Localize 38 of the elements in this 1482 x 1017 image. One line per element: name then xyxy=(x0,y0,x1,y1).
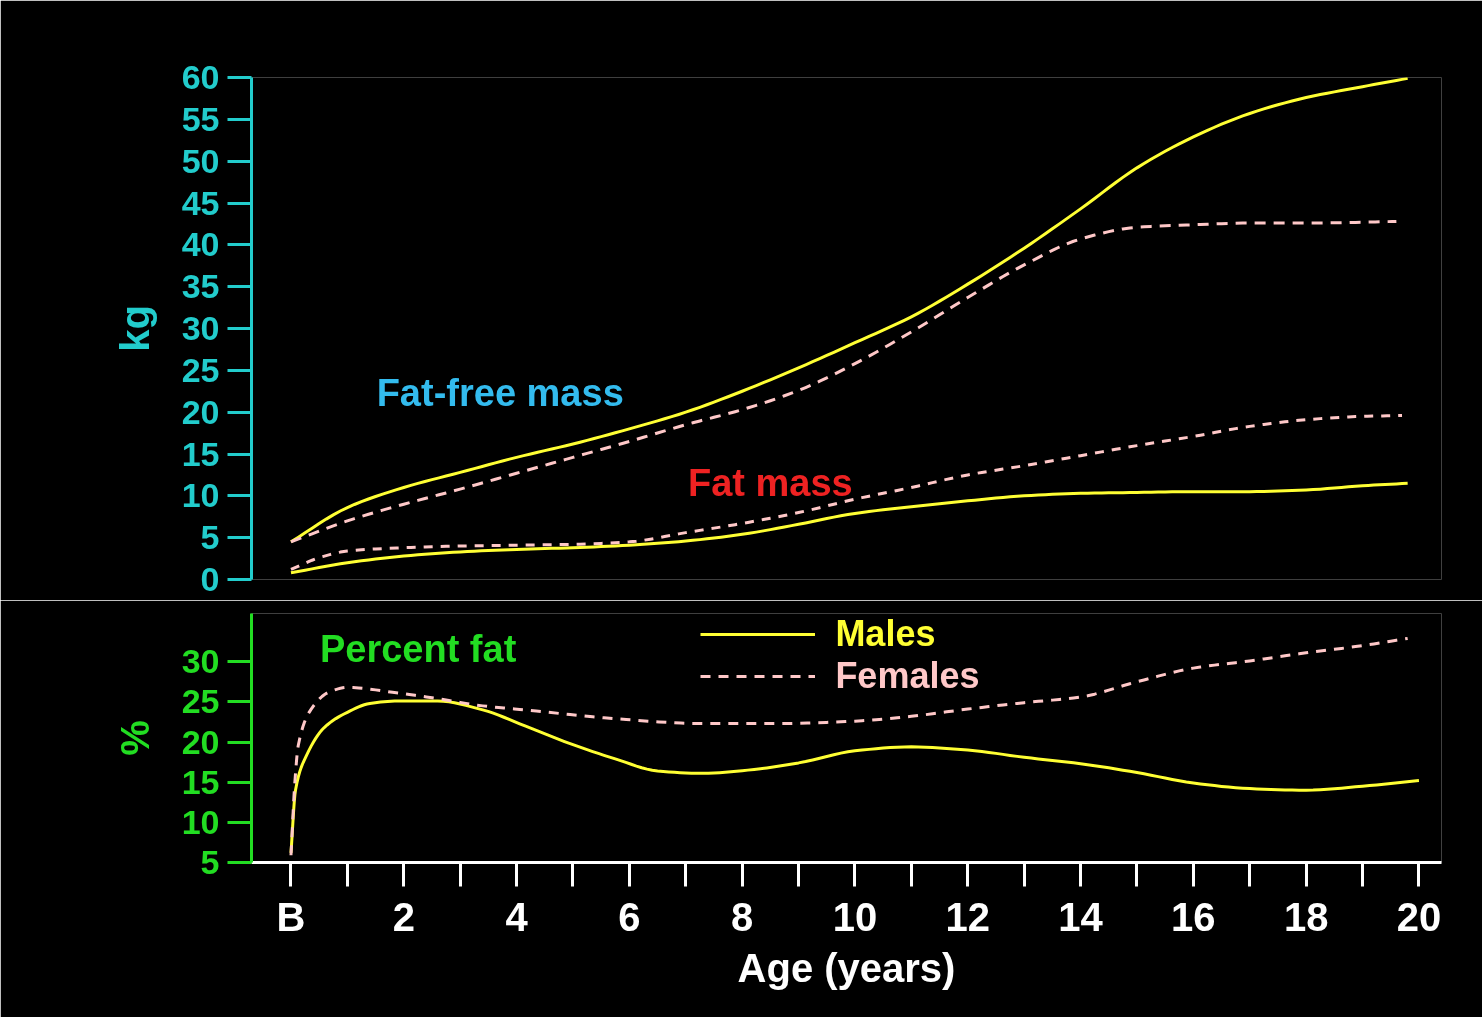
y-axis-title: kg xyxy=(112,305,157,352)
y-tick-label: 5 xyxy=(200,843,220,881)
x-tick-label: 16 xyxy=(1171,894,1216,939)
y-tick-label: 15 xyxy=(181,762,220,801)
y-tick-label: 40 xyxy=(181,225,220,264)
x-tick-label: 14 xyxy=(1058,894,1104,939)
legend-label: Males xyxy=(835,613,936,655)
y-tick-label: 0 xyxy=(200,560,220,598)
legend-label: Females xyxy=(835,655,980,697)
y-tick-label: 25 xyxy=(181,682,220,721)
y-tick-label: 5 xyxy=(200,518,220,557)
x-tick-label: 10 xyxy=(832,894,878,939)
y-tick-label: 30 xyxy=(181,309,220,347)
y-axis-title: % xyxy=(112,720,157,756)
y-tick-label: 50 xyxy=(181,141,220,180)
y-tick-label: 45 xyxy=(181,183,220,222)
y-tick-label: 10 xyxy=(181,802,220,841)
y-tick-label: 10 xyxy=(181,476,220,515)
x-tick-label: 4 xyxy=(505,894,529,939)
annotation: Fat mass xyxy=(687,461,853,504)
y-tick-label: 55 xyxy=(181,99,220,138)
x-tick-label: 8 xyxy=(731,894,754,939)
x-tick-label: 2 xyxy=(392,894,415,939)
y-tick-label: 35 xyxy=(181,267,220,306)
x-tick-label: 12 xyxy=(945,894,991,939)
y-tick-label: 20 xyxy=(181,722,220,761)
y-tick-label: 20 xyxy=(181,392,220,431)
annotation: Percent fat xyxy=(319,627,517,670)
annotation: Fat-free mass xyxy=(376,371,624,414)
x-tick-label: 18 xyxy=(1283,894,1329,939)
y-tick-label: 60 xyxy=(181,58,220,96)
x-tick-label: B xyxy=(276,894,306,939)
y-tick-label: 15 xyxy=(181,434,220,473)
y-tick-label: 25 xyxy=(181,350,220,389)
x-tick-label: 6 xyxy=(618,894,641,939)
x-axis-title: Age (years) xyxy=(737,945,956,990)
x-tick-label: 20 xyxy=(1396,894,1442,939)
y-tick-label: 30 xyxy=(181,642,220,681)
